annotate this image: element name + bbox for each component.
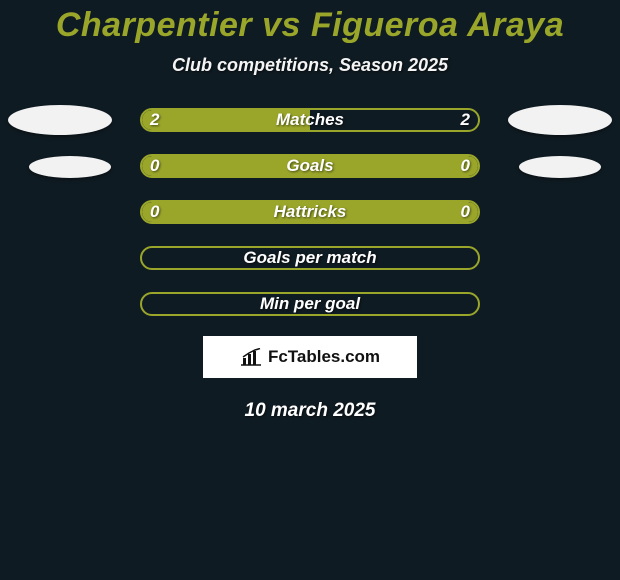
page-title: Charpentier vs Figueroa Araya — [0, 0, 620, 45]
bar-chart-icon — [240, 348, 262, 366]
stat-rows: Matches 2 2 Goals 0 0 Hattricks 0 0 — [0, 108, 620, 316]
stat-row-matches: Matches 2 2 — [0, 108, 620, 132]
stat-label: Goals per match — [142, 248, 478, 268]
stat-value-right: 0 — [461, 200, 470, 224]
stat-label: Min per goal — [142, 294, 478, 314]
player-dot-right — [519, 156, 601, 178]
stat-row-goals: Goals 0 0 — [0, 154, 620, 178]
player-dot-right — [508, 105, 612, 135]
stat-row-hattricks: Hattricks 0 0 — [0, 200, 620, 224]
stat-bar: Goals per match — [140, 246, 480, 270]
stat-value-left: 2 — [150, 108, 159, 132]
stat-bar: Hattricks — [140, 200, 480, 224]
stat-value-left: 0 — [150, 154, 159, 178]
stat-value-left: 0 — [150, 200, 159, 224]
comparison-infographic: Charpentier vs Figueroa Araya Club compe… — [0, 0, 620, 580]
stat-row-goals-per-match: Goals per match — [0, 246, 620, 270]
stat-bar: Matches — [140, 108, 480, 132]
footer-date: 10 march 2025 — [0, 400, 620, 422]
stat-row-min-per-goal: Min per goal — [0, 292, 620, 316]
stat-value-right: 0 — [461, 154, 470, 178]
stat-bar: Goals — [140, 154, 480, 178]
player-dot-left — [29, 156, 111, 178]
stat-label: Hattricks — [142, 202, 478, 222]
stat-label: Matches — [142, 110, 478, 130]
brand-link[interactable]: FcTables.com — [203, 336, 417, 378]
page-subtitle: Club competitions, Season 2025 — [0, 55, 620, 76]
player-dot-left — [8, 105, 112, 135]
brand-text: FcTables.com — [268, 347, 380, 367]
stat-label: Goals — [142, 156, 478, 176]
stat-value-right: 2 — [461, 108, 470, 132]
stat-bar: Min per goal — [140, 292, 480, 316]
